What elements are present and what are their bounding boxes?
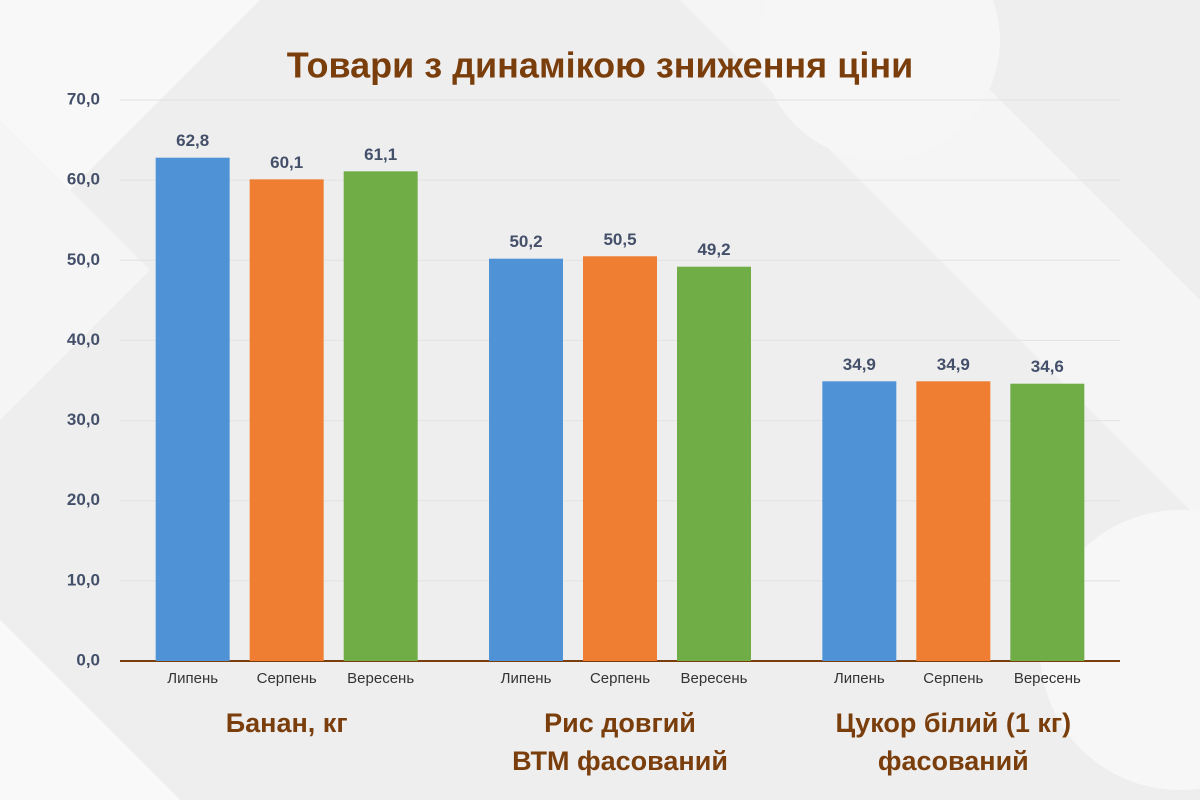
chart-title: Товари з динамікою зниження ціни — [287, 45, 913, 86]
x-tick-label: Серпень — [923, 670, 983, 687]
x-tick-label: Липень — [501, 670, 552, 687]
bar — [1010, 383, 1085, 661]
y-tick-label: 0,0 — [76, 650, 100, 669]
x-tick-label: Вересень — [681, 670, 748, 687]
value-label: 34,9 — [937, 355, 970, 374]
y-tick-label: 10,0 — [67, 570, 100, 589]
group-label: фасований — [878, 746, 1029, 776]
bar — [155, 157, 230, 661]
x-tick-label: Липень — [834, 670, 885, 687]
value-label: 34,9 — [843, 355, 876, 374]
y-tick-label: 70,0 — [67, 89, 100, 108]
bar — [677, 266, 751, 661]
group-label: Банан, кг — [226, 708, 348, 738]
x-tick-label: Вересень — [347, 670, 414, 687]
x-tick-label: Серпень — [590, 670, 650, 687]
bar — [489, 258, 563, 661]
value-label: 61,1 — [364, 145, 397, 164]
y-tick-label: 40,0 — [67, 330, 100, 349]
bar — [916, 381, 991, 661]
value-label: 62,8 — [176, 131, 209, 150]
y-tick-label: 50,0 — [67, 250, 100, 269]
y-tick-label: 30,0 — [67, 410, 100, 429]
value-label: 34,6 — [1031, 357, 1064, 376]
x-tick-label: Липень — [167, 670, 218, 687]
value-label: 50,2 — [509, 232, 542, 251]
bar — [343, 171, 418, 661]
value-label: 49,2 — [697, 240, 730, 259]
group-label: Рис довгий — [544, 708, 696, 738]
bar — [249, 179, 324, 661]
value-label: 50,5 — [603, 230, 636, 249]
bar — [583, 256, 657, 661]
group-label: ВТМ фасований — [512, 746, 728, 776]
y-tick-label: 20,0 — [67, 490, 100, 509]
group-label: Цукор білий (1 кг) — [835, 708, 1071, 738]
value-label: 60,1 — [270, 153, 303, 172]
x-tick-label: Вересень — [1014, 670, 1081, 687]
y-tick-label: 60,0 — [67, 170, 100, 189]
x-tick-label: Серпень — [257, 670, 317, 687]
bar — [822, 381, 897, 661]
